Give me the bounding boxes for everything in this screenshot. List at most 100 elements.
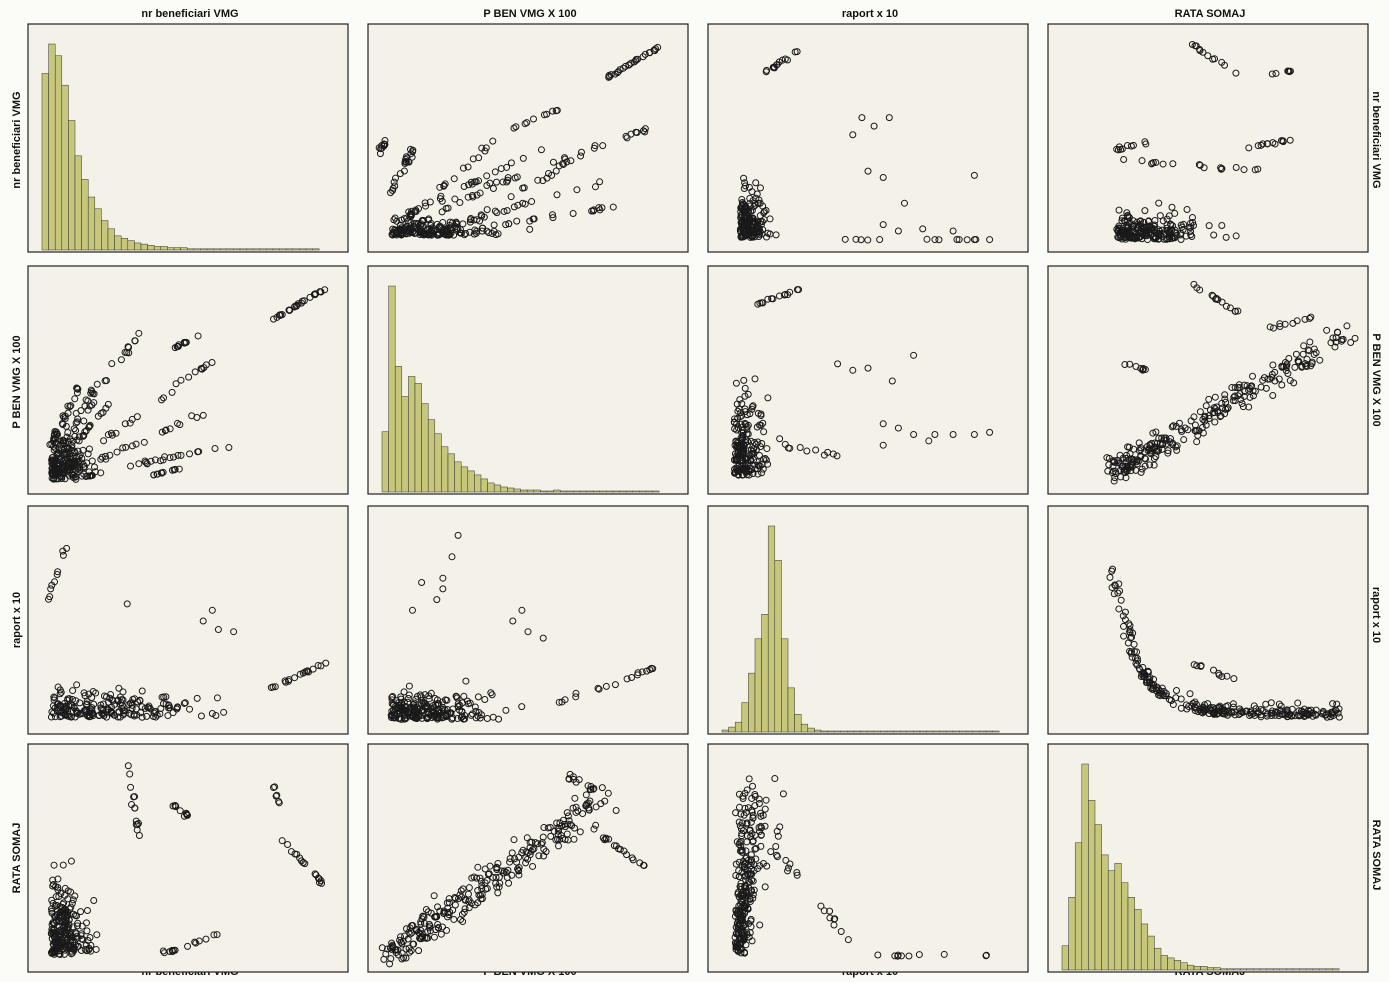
scatter-point (1169, 160, 1177, 168)
scatter-point (752, 179, 760, 187)
scatter-point (1291, 363, 1299, 371)
scatter-point (519, 199, 527, 207)
scatter-panel-0-1 (375, 43, 662, 239)
scatter-point (1108, 469, 1116, 477)
scatter-point (1187, 231, 1195, 239)
histogram-bar (513, 488, 521, 493)
scatter-point (576, 828, 584, 836)
scatter-point (1210, 710, 1218, 718)
scatter-point (620, 847, 628, 855)
histogram-bar (1279, 968, 1287, 971)
scatter-point (744, 430, 752, 438)
scatter-point (64, 409, 72, 417)
scatter-point (51, 578, 59, 586)
scatter-point (1137, 446, 1145, 454)
scatter-point (73, 922, 81, 930)
scatter-point (482, 144, 490, 152)
scatter-point (1115, 580, 1123, 588)
scatter-point (1243, 707, 1251, 715)
scatter-point (404, 935, 412, 943)
scatter-point (768, 295, 776, 303)
scatter-point (296, 854, 304, 862)
histogram-bar (754, 638, 762, 733)
scatter-point (734, 471, 742, 479)
scatter-point (738, 199, 746, 207)
scatter-point (511, 855, 519, 863)
scatter-point (1135, 665, 1143, 673)
scatter-point (49, 882, 57, 890)
scatter-point (1115, 605, 1123, 613)
scatter-point (732, 437, 740, 445)
scatter-point (1110, 590, 1118, 598)
scatter-point (54, 875, 62, 883)
histogram-bar (474, 474, 482, 493)
scatter-point (595, 685, 603, 693)
scatter-point (78, 935, 86, 943)
histogram-bar (467, 470, 475, 493)
histogram-bar (1061, 945, 1069, 971)
scatter-point (126, 770, 134, 778)
scatter-point (78, 922, 86, 930)
scatter-point (844, 936, 852, 944)
scatter-panel-3-1 (378, 770, 648, 968)
histogram-bar (1312, 968, 1320, 971)
scatter-point (61, 415, 69, 423)
scatter-point (737, 885, 745, 893)
histogram-bar (1253, 968, 1261, 971)
scatter-point (738, 847, 746, 855)
scatter-point (1132, 232, 1140, 240)
scatter-point (388, 939, 396, 947)
scatter-point (1121, 608, 1129, 616)
scatter-point (47, 713, 55, 721)
scatter-point (738, 400, 746, 408)
scatter-point (748, 794, 756, 802)
scatter-point (73, 385, 81, 393)
histogram-bar (586, 490, 594, 493)
scatter-point (502, 706, 510, 714)
scatter-point (59, 706, 67, 714)
histogram-bar (292, 248, 300, 251)
scatter-point (97, 701, 105, 709)
scatter-point (572, 693, 580, 701)
scatter-point (67, 857, 75, 865)
scatter-point (1155, 199, 1163, 207)
scatter-point (1187, 227, 1195, 235)
scatter-point (1109, 462, 1117, 470)
scatter-point (1335, 713, 1343, 721)
scatter-point (793, 286, 801, 294)
histogram-bar (1107, 870, 1116, 971)
scatter-point (97, 410, 105, 418)
scatter-point (472, 178, 480, 186)
scatter-point (461, 905, 469, 913)
scatter-point (526, 225, 534, 233)
scatter-point (515, 864, 523, 872)
scatter-point (537, 146, 545, 154)
scatter-point (491, 207, 499, 215)
scatter-point (500, 869, 508, 877)
top-label-p-ben: P BEN VMG X 100 (483, 8, 577, 20)
histogram-bar (1134, 909, 1142, 971)
scatter-point (409, 701, 417, 709)
scatter-point (1218, 705, 1226, 713)
scatter-point (1249, 710, 1257, 718)
scatter-point (1119, 612, 1127, 620)
scatter-point (140, 438, 148, 446)
scatter-point (1264, 375, 1272, 383)
scatter-point (743, 786, 751, 794)
histogram-bar (1147, 935, 1155, 971)
scatter-point (741, 182, 749, 190)
scatter-point (764, 460, 772, 468)
scatter-point (406, 948, 414, 956)
histogram-bar (939, 730, 947, 733)
scatter-point (161, 453, 169, 461)
scatter-point (1218, 165, 1226, 173)
scatter-point (397, 938, 405, 946)
scatter-point (915, 951, 923, 959)
scatter-point (736, 822, 744, 830)
scatter-point (1193, 662, 1201, 670)
scatter-point (972, 236, 980, 244)
scatter-point (1199, 429, 1207, 437)
histogram-bar (153, 246, 162, 251)
histogram-bar (219, 248, 228, 251)
scatter-point (127, 462, 135, 470)
